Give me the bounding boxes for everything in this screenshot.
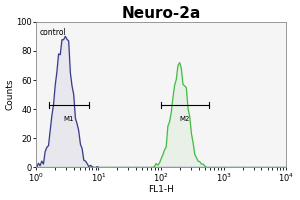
Text: M1: M1 [64,116,74,122]
X-axis label: FL1-H: FL1-H [148,185,174,194]
Text: M2: M2 [180,116,190,122]
Y-axis label: Counts: Counts [6,79,15,110]
Text: control: control [40,28,66,37]
Title: Neuro-2a: Neuro-2a [122,6,201,21]
